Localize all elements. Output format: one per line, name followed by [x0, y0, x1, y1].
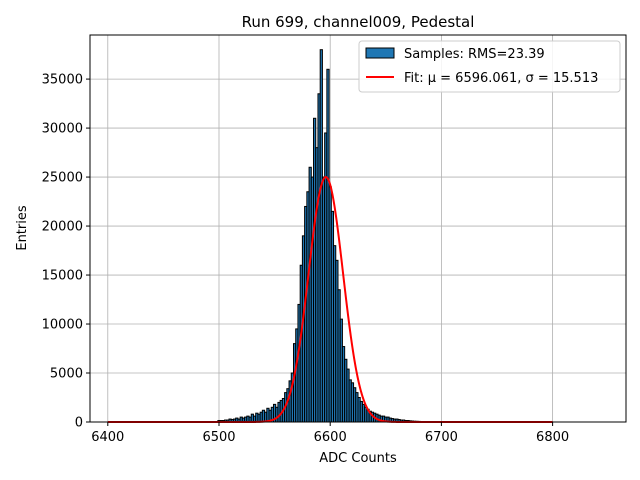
- legend-swatch-samples: [365, 47, 395, 59]
- chart-title: Run 699, channel009, Pedestal: [242, 13, 475, 31]
- x-tick-label: 6700: [425, 430, 458, 445]
- axis-ticks: 6400 6500 6600 6700 6800 0 5000 10000 15000 20000…: [42, 73, 570, 445]
- legend-box: [358, 40, 621, 93]
- y-axis-label: Entries: [15, 205, 30, 251]
- y-tick-label: 25000: [42, 171, 83, 186]
- y-tick-label: 15000: [42, 269, 83, 284]
- y-tick-label: 20000: [42, 220, 83, 235]
- legend: Samples: RMS=23.39 Fit: μ = 6596.061, σ …: [358, 40, 621, 93]
- y-tick-label: 0: [75, 416, 83, 431]
- x-tick-label: 6500: [202, 430, 235, 445]
- grid-lines: [90, 35, 626, 423]
- x-tick-label: 6400: [91, 430, 124, 445]
- legend-label-fit: Fit: μ = 6596.061, σ = 15.513: [404, 71, 598, 86]
- x-tick-label: 6800: [536, 430, 569, 445]
- legend-label-samples: Samples: RMS=23.39: [404, 47, 545, 62]
- y-tick-label: 35000: [42, 73, 83, 88]
- y-tick-label: 10000: [42, 318, 83, 333]
- x-tick-label: 6600: [314, 430, 347, 445]
- y-tick-label: 5000: [50, 367, 83, 382]
- plot-frame: [89, 34, 627, 423]
- x-axis-label: ADC Counts: [319, 451, 397, 466]
- y-tick-label: 30000: [42, 122, 83, 137]
